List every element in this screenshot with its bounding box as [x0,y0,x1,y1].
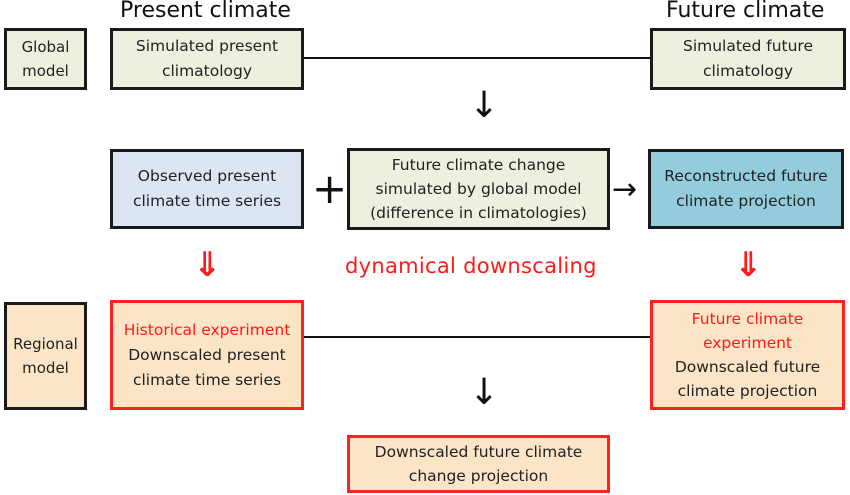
observed-line-2: climate time series [132,192,282,210]
red-double-arrow-left: ⇓ [193,245,222,285]
future-exp-body-line-2: climate projection [677,382,818,400]
dynamical-downscaling-label: dynamical downscaling [345,254,597,278]
global-model-label: Global model [4,28,87,90]
simulated-present-line-1: Simulated present [135,37,279,55]
down-arrow-top: ↓ [469,85,500,126]
global-model-line-2: model [22,62,69,80]
red-double-arrow-right: ⇓ [734,245,763,285]
plus-sign: + [312,164,348,213]
change-line-3: (difference in climatologies) [370,204,587,222]
reconstructed-line-1: Reconstructed future [664,167,828,185]
downscaled-change-box: Downscaled future climate change project… [347,435,610,493]
simulated-future-line-2: climatology [702,62,794,80]
future-climate-change-box: Future climate change simulated by globa… [347,148,610,230]
downscaled-change-line-2: change projection [408,467,549,485]
down-arrow-bottom: ↓ [469,372,500,413]
future-exp-title-line-2: experiment [702,334,793,352]
future-experiment-box: Future climate experiment Downscaled fut… [650,300,845,410]
change-line-1: Future climate change [391,156,566,174]
future-exp-body-line-1: Downscaled future [674,358,821,376]
historical-title: Historical experiment [123,320,291,339]
observed-present-box: Observed present climate time series [110,149,304,229]
future-climate-heading: Future climate [666,0,825,23]
simulated-future-line-1: Simulated future [682,37,813,55]
present-climate-heading: Present climate [120,0,291,23]
future-exp-title-line-1: Future climate [691,310,804,328]
regional-model-label: Regional model [4,302,87,410]
change-line-2: simulated by global model [375,180,582,198]
downscaled-change-line-1: Downscaled future climate [374,443,583,461]
simulated-future-box: Simulated future climatology [650,28,846,90]
simulated-present-box: Simulated present climatology [110,28,304,90]
reconstructed-line-2: climate projection [676,192,816,210]
simulated-present-line-2: climatology [161,62,253,80]
global-connector-line [304,57,650,59]
regional-model-line-1: Regional [13,335,78,353]
historical-body-line-1: Downscaled present [128,345,286,364]
regional-connector-line [304,336,650,338]
historical-experiment-box: Historical experiment Downscaled present… [110,300,304,410]
historical-body-line-2: climate time series [132,370,282,389]
observed-line-1: Observed present [137,167,277,185]
reconstructed-projection-box: Reconstructed future climate projection [648,149,844,229]
regional-model-line-2: model [22,359,69,377]
global-model-line-1: Global [21,38,70,56]
right-arrow: → [612,172,638,207]
